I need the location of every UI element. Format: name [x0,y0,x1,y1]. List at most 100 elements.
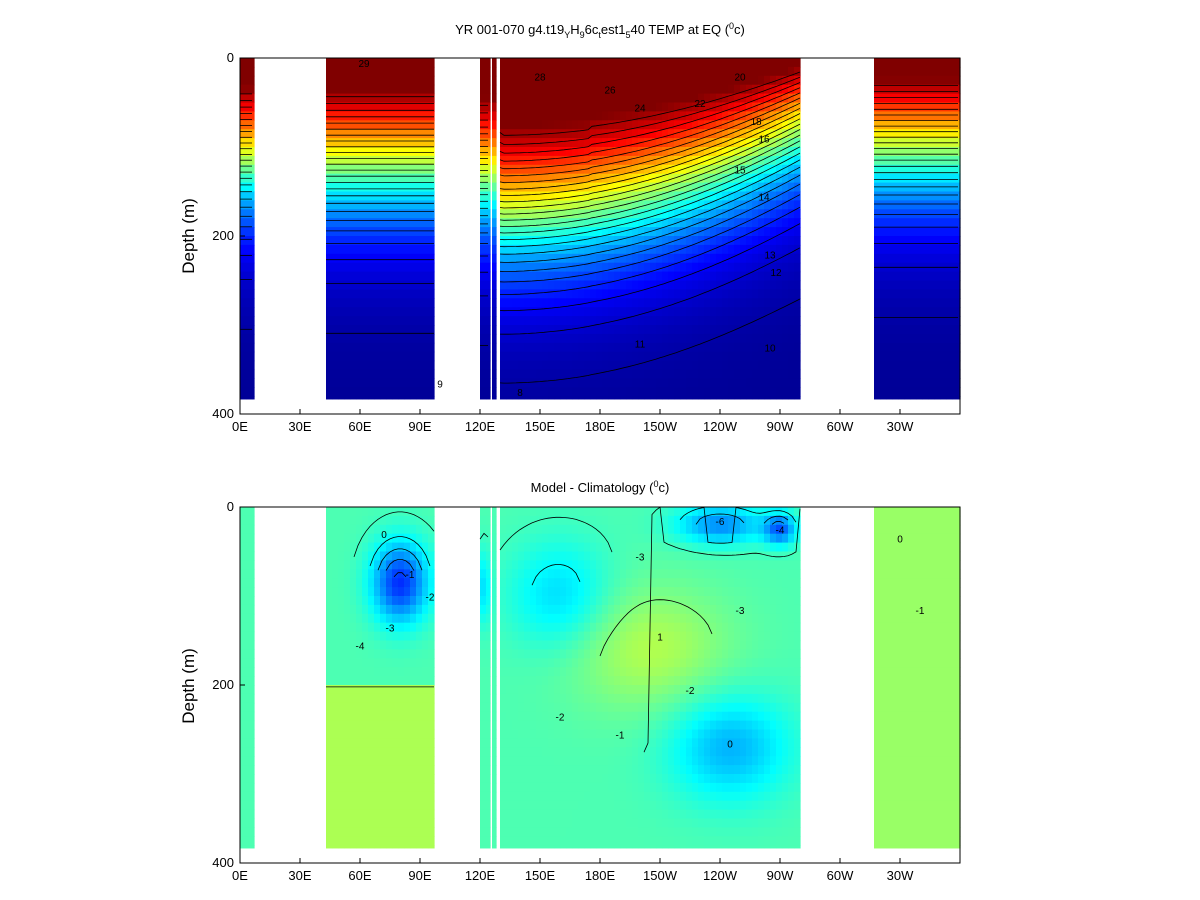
field-cell [506,676,513,686]
field-cell [584,253,591,264]
field-cell [422,209,429,219]
field-cell [246,307,253,317]
field-cell [530,253,537,264]
field-cell [782,93,789,104]
field-cell [596,307,603,317]
field-cell [374,209,381,219]
field-cell [590,75,597,86]
field-cell [398,640,405,650]
field-cell [958,253,961,264]
field-cell [536,791,543,802]
field-cell [252,209,255,219]
field-cell [892,271,899,282]
field-cell [398,155,405,166]
field-cell [590,236,597,246]
field-cell [928,147,935,157]
field-cell [338,613,345,624]
field-cell [368,173,375,184]
field-cell [326,155,333,166]
field-cell [380,58,387,68]
field-cell [698,155,705,166]
field-cell [656,316,663,326]
field-cell [578,360,585,371]
field-cell [674,342,681,353]
field-cell [380,720,387,731]
field-cell [240,360,247,371]
field-cell [776,191,783,201]
field-cell [392,836,399,846]
field-cell [548,289,555,299]
field-cell [548,102,555,112]
field-cell [674,147,681,157]
field-cell [416,524,423,535]
field-cell [958,200,961,210]
field-cell [332,351,339,362]
field-cell [638,200,645,210]
field-cell [518,569,525,579]
field-cell [746,147,753,157]
field-cell [614,66,621,77]
field-cell [392,738,399,748]
field-cell [380,685,387,695]
field-cell [500,369,507,379]
field-cell [650,191,657,201]
field-cell [368,200,375,210]
field-cell [338,200,345,210]
field-cell [246,271,253,282]
field-cell [554,129,561,139]
field-cell [350,765,357,775]
field-cell [492,129,497,139]
field-cell [874,378,881,388]
field-cell [416,551,423,561]
field-cell [530,182,537,193]
field-cell [332,809,339,820]
field-cell [958,307,961,317]
field-cell [422,604,429,615]
field-cell [554,524,561,535]
field-cell [332,209,339,219]
field-cell [674,120,681,130]
field-cell [554,209,561,219]
field-cell [698,138,705,148]
field-cell [428,111,435,121]
field-cell [410,75,417,86]
difference-panel-ylabel: Depth (m) [179,648,198,724]
field-cell [728,209,735,219]
field-cell [542,533,549,544]
field-cell [734,155,741,166]
field-cell [500,316,507,326]
field-cell [542,836,549,846]
field-cell [566,227,573,237]
field-cell [928,182,935,193]
field-cell [590,111,597,121]
field-cell [644,369,651,379]
field-cell [566,307,573,317]
field-cell [332,791,339,802]
field-cell [480,667,487,677]
field-cell [542,173,549,184]
field-cell [626,191,633,201]
field-cell [518,827,525,837]
field-cell [368,560,375,570]
field-cell [332,316,339,326]
contour-line [499,102,801,184]
field-cell [946,316,953,326]
field-cell [350,182,357,193]
field-cell [596,58,603,68]
field-cell [356,236,363,246]
field-cell [380,702,387,713]
field-cell [246,676,253,686]
field-cell [492,280,497,290]
field-cell [500,631,507,642]
field-cell [486,396,491,400]
field-cell [252,191,255,201]
field-cell [698,271,705,282]
field-cell [240,515,247,526]
field-cell [362,774,369,784]
field-cell [590,191,597,201]
field-cell [386,818,393,828]
field-cell [782,182,789,193]
field-cell [506,631,513,642]
field-cell [410,729,417,739]
field-cell [548,369,555,379]
